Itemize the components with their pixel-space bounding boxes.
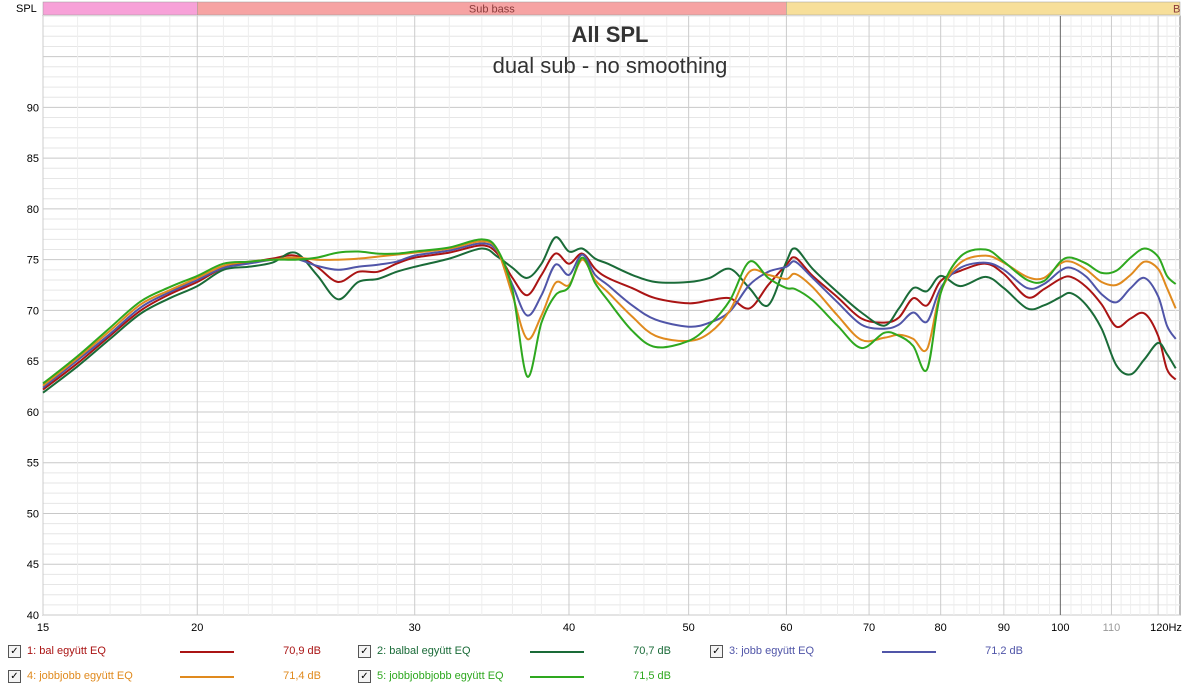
legend: ✓ 1: bal együtt EQ 70,9 dB ✓ 2: balbal együt…: [0, 640, 1200, 690]
band-2: [786, 1, 1181, 16]
legend-item-5: ✓ 5: jobbjobbjobb együtt EQ 71,5 dB: [358, 667, 698, 687]
y-tick-label: 80: [27, 204, 39, 216]
legend-value: 70,7 dB: [633, 645, 671, 657]
legend-item-4: ✓ 4: jobbjobb együtt EQ 71,4 dB: [8, 667, 348, 687]
x-tick-label: 15: [37, 622, 49, 634]
y-tick-label: 85: [27, 153, 39, 165]
x-tick-label: 60: [780, 622, 792, 634]
legend-value: 71,5 dB: [633, 670, 671, 682]
y-tick-label: 65: [27, 356, 39, 368]
legend-swatch: [882, 651, 936, 653]
y-tick-label: 75: [27, 255, 39, 267]
x-tick-label: 90: [998, 622, 1010, 634]
y-tick-label: 70: [27, 305, 39, 317]
legend-label: 5: jobbjobbjobb együtt EQ: [377, 670, 504, 682]
x-tick-label: 100: [1051, 622, 1069, 634]
chart-title: All SPL: [571, 22, 648, 47]
legend-swatch: [180, 651, 234, 653]
y-tick-label: 40: [27, 610, 39, 622]
x-tick-label: 20: [191, 622, 203, 634]
legend-value: 70,9 dB: [283, 645, 321, 657]
frequency-bands: Sub bass B: [42, 1, 1181, 16]
legend-label: 4: jobbjobb együtt EQ: [27, 670, 133, 682]
legend-checkbox[interactable]: ✓: [358, 645, 371, 658]
x-tick-label: 30: [409, 622, 421, 634]
legend-label: 3: jobb együtt EQ: [729, 645, 814, 657]
series-line-5: [42, 238, 1177, 385]
x-tick-label: 120Hz: [1150, 622, 1182, 634]
series-line-2: [42, 236, 1177, 394]
legend-value: 71,4 dB: [283, 670, 321, 682]
series-lines: [42, 236, 1177, 394]
y-tick-label: 45: [27, 559, 39, 571]
legend-swatch: [530, 651, 584, 653]
x-tick-label: 80: [935, 622, 947, 634]
legend-checkbox[interactable]: ✓: [710, 645, 723, 658]
y-tick-label: 90: [27, 102, 39, 114]
legend-item-1: ✓ 1: bal együtt EQ 70,9 dB: [8, 642, 348, 662]
y-axis-label: SPL: [16, 3, 37, 15]
y-tick-label: 55: [27, 458, 39, 470]
legend-value: 71,2 dB: [985, 645, 1023, 657]
band-0: [42, 1, 198, 16]
legend-checkbox[interactable]: ✓: [358, 670, 371, 683]
x-axis: 15 20 30 40 50 60 70 80 90 100 110 120Hz: [37, 622, 1182, 634]
y-axis: 40 45 50 55 60 65 70 75 80 85 90: [27, 102, 39, 622]
legend-item-2: ✓ 2: balbal együtt EQ 70,7 dB: [358, 642, 698, 662]
legend-checkbox[interactable]: ✓: [8, 645, 21, 658]
legend-checkbox[interactable]: ✓: [8, 670, 21, 683]
band-label: B: [1173, 4, 1180, 16]
legend-label: 2: balbal együtt EQ: [377, 645, 471, 657]
legend-item-3: ✓ 3: jobb együtt EQ 71,2 dB: [710, 642, 1050, 662]
x-tick-label: 70: [863, 622, 875, 634]
legend-swatch: [530, 676, 584, 678]
x-tick-label: 50: [683, 622, 695, 634]
plot-area: [42, 15, 1181, 616]
x-tick-label: 40: [563, 622, 575, 634]
y-tick-label: 50: [27, 508, 39, 520]
grid: [42, 15, 1180, 616]
x-tick-label: 110: [1103, 622, 1121, 634]
series-line-3: [42, 242, 1177, 389]
chart-subtitle: dual sub - no smoothing: [493, 53, 728, 78]
legend-label: 1: bal együtt EQ: [27, 645, 106, 657]
band-label: Sub bass: [469, 4, 515, 16]
y-tick-label: 60: [27, 407, 39, 419]
legend-swatch: [180, 676, 234, 678]
